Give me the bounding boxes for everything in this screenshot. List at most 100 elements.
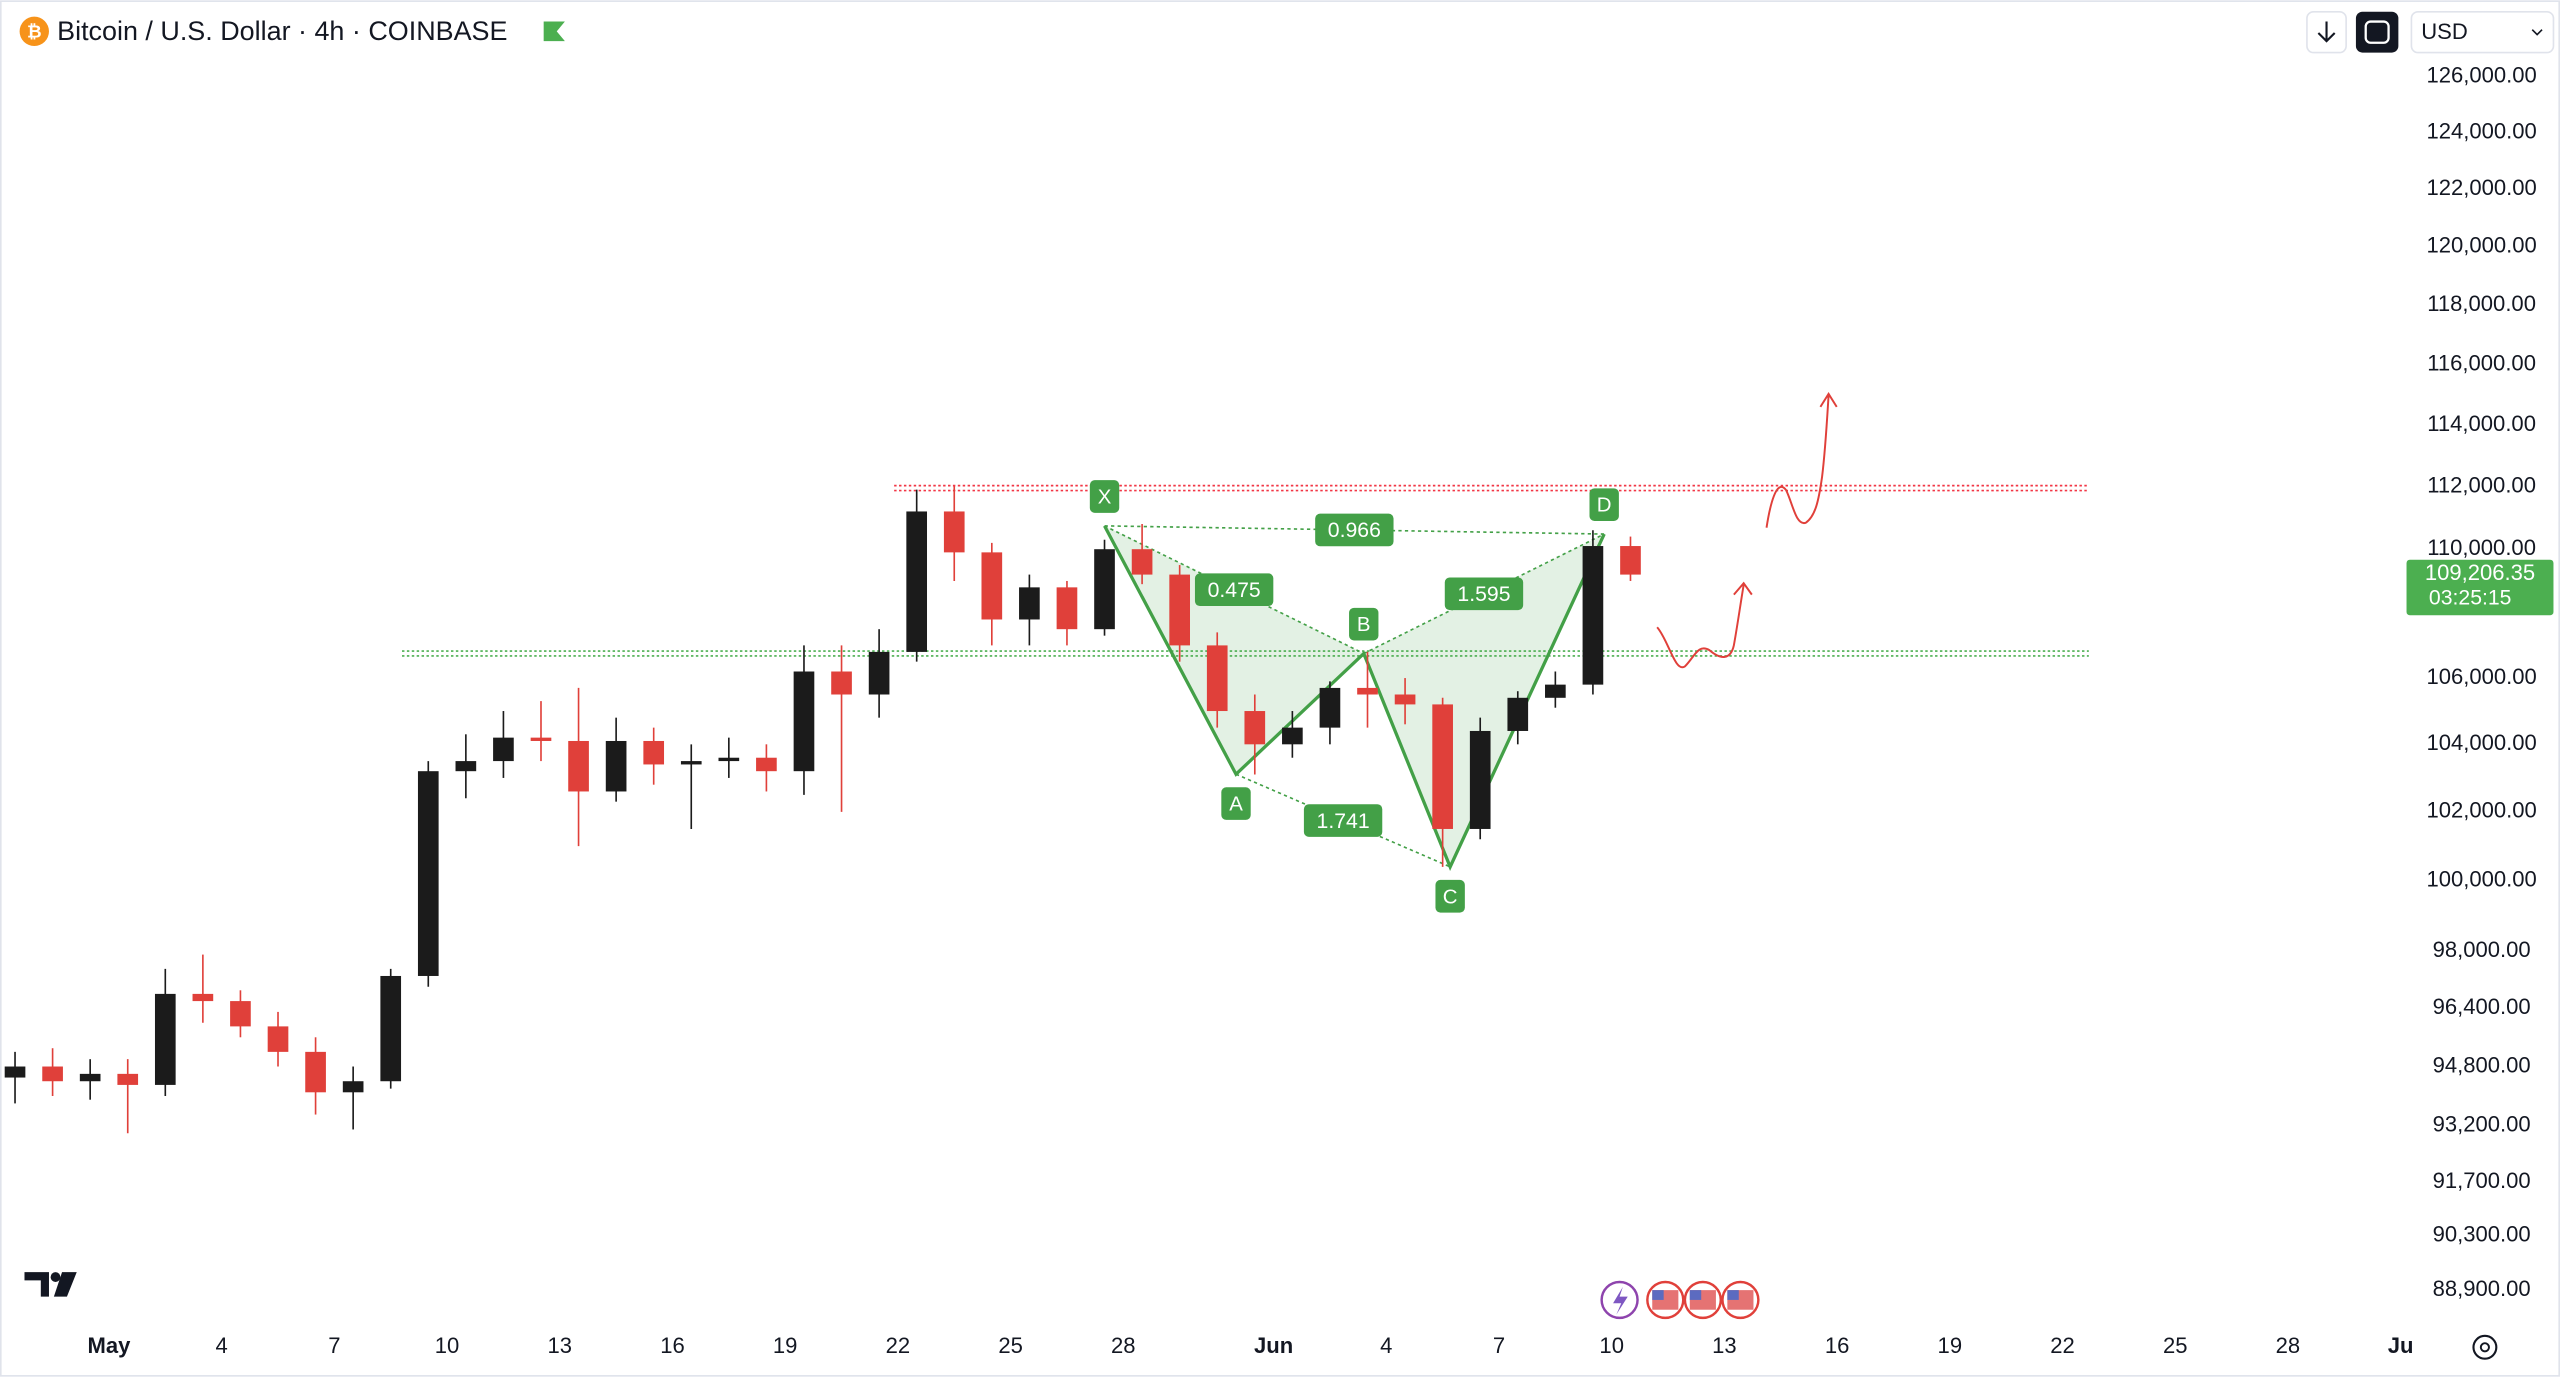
candle-body [943,511,965,553]
y-tick-label: 124,000.00 [2426,118,2536,143]
point-label-box [1589,488,1619,521]
pattern-path [1103,525,1606,871]
x-tick-label: 7 [1493,1333,1505,1358]
candle-body [605,740,627,792]
candles [4,486,1641,1134]
settings-glyph [2479,1342,2490,1353]
ratio-label: 0.475 [1208,579,1261,602]
dropdown-caret [2531,29,2543,36]
point-label: A [1229,794,1243,816]
bitcoin-glyph: ₿ [27,22,42,42]
candle-body [530,737,552,741]
ratio-label: 1.741 [1317,810,1370,833]
flag-icon[interactable] [543,21,565,42]
pattern-labels: X A B C D 0.966 0.475 1.595 1.741 [1089,480,1619,913]
candle-body [1357,687,1378,695]
candle-body [1169,574,1190,646]
y-tick-label: 114,000.00 [2427,411,2536,436]
y-tick-label: 116,000.00 [2427,350,2536,375]
candle-body [1056,587,1078,630]
y-tick-label: 96,400.00 [2433,994,2531,1019]
point-label-box [1221,787,1251,820]
fullscreen-button[interactable] [2355,11,2399,53]
point-label-box [1089,480,1120,513]
logo-part [53,1272,77,1297]
pattern-fill [1363,534,1605,867]
currency-select[interactable] [2410,10,2555,54]
drawn-arrows [1656,391,1838,669]
settings-button[interactable] [2472,1334,2498,1360]
candle-body [1319,687,1341,728]
y-tick-label: 112,000.00 [2427,472,2536,497]
candle-body [1469,730,1491,829]
currency-label: USD [2421,19,2468,44]
flag-glyph [1689,1290,1702,1300]
candle-body [1582,546,1604,685]
point-label: C [1443,886,1458,908]
candle-body [192,993,214,1002]
price-tag-box [2406,559,2554,616]
flag-glyph [1727,1290,1739,1300]
bitcoin-icon [19,16,49,47]
y-tick-label: 100,000.00 [2426,867,2536,892]
candle-body [230,1001,251,1027]
candle-body [1206,645,1228,712]
candle-body [493,737,514,762]
candle-body [981,552,1003,620]
x-tick-label: 22 [886,1333,911,1358]
ratio-label-box [1194,573,1274,607]
y-tick-label: 120,000.00 [2426,232,2536,257]
candle-body [868,651,890,695]
y-tick-label: 126,000.00 [2426,63,2536,88]
candle-body [1244,711,1266,745]
y-tick-label: 93,200.00 [2433,1112,2531,1137]
candle-body [154,993,176,1085]
point-label: X [1098,487,1112,509]
ratio-label-box [1303,804,1383,837]
y-tick-label: 106,000.00 [2426,664,2536,689]
x-tick-label: 10 [435,1333,460,1358]
candle-body [1432,704,1453,829]
x-tick-label: Ju [2388,1333,2414,1358]
x-tick-label: 22 [2050,1333,2075,1358]
y-tick-label: 98,000.00 [2433,937,2531,962]
candle-body [1094,549,1115,630]
candle-body [79,1073,101,1082]
y-tick-label: 90,300.00 [2433,1222,2531,1247]
ratio-label: 1.595 [1457,583,1510,606]
candle-body [380,975,402,1082]
economic-events [1646,1280,1760,1320]
candle-body [1545,684,1566,698]
candle-body [4,1066,26,1078]
candle-body [1507,697,1529,731]
x-tick-label: 4 [1380,1333,1392,1358]
candle-body [342,1081,364,1093]
logo-part [24,1272,49,1297]
x-tick-label: 13 [1712,1333,1737,1358]
fullscreen-icon [2364,20,2390,44]
y-tick-label: 104,000.00 [2426,730,2536,755]
candle-body [831,671,852,695]
candle-body [117,1073,139,1085]
arrow-path [1765,395,1830,528]
x-tick-label: May [88,1333,132,1358]
y-tick-label: 102,000.00 [2426,798,2536,823]
x-tick-label: 28 [2276,1333,2301,1358]
candle-body [643,740,665,765]
ratio-label: 0.966 [1328,519,1381,542]
y-tick-label: 110,000.00 [2427,535,2536,560]
x-tick-label: 10 [1599,1333,1624,1358]
price-tag-label: 109,206.35 [2425,560,2535,585]
levels [401,484,2089,657]
tv-logo [24,1272,77,1297]
ratio-label-box [1444,577,1524,611]
ratio-line [1363,533,1605,655]
candle-body [305,1051,326,1093]
countdown-label: 03:25:15 [2429,586,2512,609]
candle-body [906,511,928,652]
candle-body [42,1066,63,1082]
flag-glyph [1652,1290,1664,1300]
